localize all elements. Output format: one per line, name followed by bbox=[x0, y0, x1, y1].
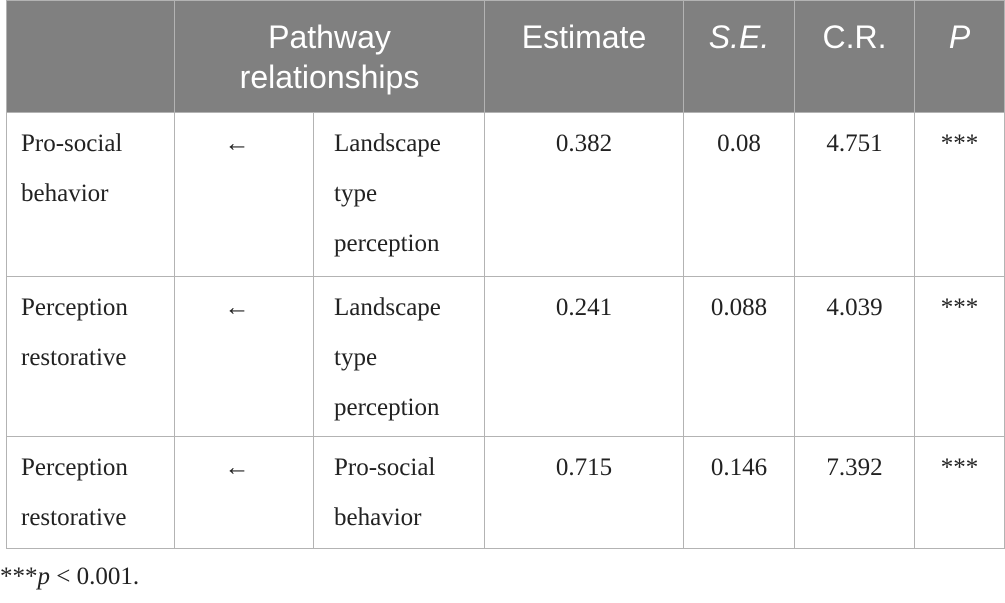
estimate-cell: 0.715 bbox=[484, 436, 684, 549]
se-cell: 0.08 bbox=[683, 112, 795, 277]
p-cell: *** bbox=[914, 112, 1005, 277]
table-row: Pro-social behavior ← Landscape type per… bbox=[6, 112, 1005, 277]
p-cell: *** bbox=[914, 436, 1005, 549]
left-arrow-icon: ← bbox=[174, 436, 314, 549]
footnote-threshold: < 0.001. bbox=[50, 563, 140, 590]
header-estimate: Estimate bbox=[484, 0, 684, 113]
header-p-value: P bbox=[914, 0, 1005, 113]
pathway-results-table: Pathway relationships Estimate S.E. C.R.… bbox=[6, 0, 1005, 549]
se-cell: 0.146 bbox=[683, 436, 795, 549]
predictor-cell: Landscape type perception bbox=[313, 112, 485, 277]
outcome-cell: Perception restorative bbox=[6, 276, 175, 437]
cr-cell: 4.039 bbox=[794, 276, 915, 437]
se-cell: 0.088 bbox=[683, 276, 795, 437]
left-arrow-icon: ← bbox=[174, 276, 314, 437]
cr-cell: 7.392 bbox=[794, 436, 915, 549]
estimate-cell: 0.241 bbox=[484, 276, 684, 437]
header-blank bbox=[6, 0, 175, 113]
footnote-p-symbol: p bbox=[37, 563, 51, 590]
header-pathway-relationships: Pathway relationships bbox=[174, 0, 485, 113]
p-cell: *** bbox=[914, 276, 1005, 437]
table-row: Perception restorative ← Pro-social beha… bbox=[6, 436, 1005, 549]
table-row: Perception restorative ← Landscape type … bbox=[6, 276, 1005, 437]
predictor-cell: Pro-social behavior bbox=[313, 436, 485, 549]
header-critical-ratio: C.R. bbox=[794, 0, 915, 113]
outcome-cell: Pro-social behavior bbox=[6, 112, 175, 277]
left-arrow-icon: ← bbox=[174, 112, 314, 277]
footnote-stars: *** bbox=[0, 563, 38, 590]
cr-cell: 4.751 bbox=[794, 112, 915, 277]
table-footnote: ***p < 0.001. bbox=[0, 557, 139, 597]
header-row: Pathway relationships Estimate S.E. C.R.… bbox=[6, 0, 1005, 113]
outcome-cell: Perception restorative bbox=[6, 436, 175, 549]
estimate-cell: 0.382 bbox=[484, 112, 684, 277]
predictor-cell: Landscape type perception bbox=[313, 276, 485, 437]
header-standard-error: S.E. bbox=[683, 0, 795, 113]
